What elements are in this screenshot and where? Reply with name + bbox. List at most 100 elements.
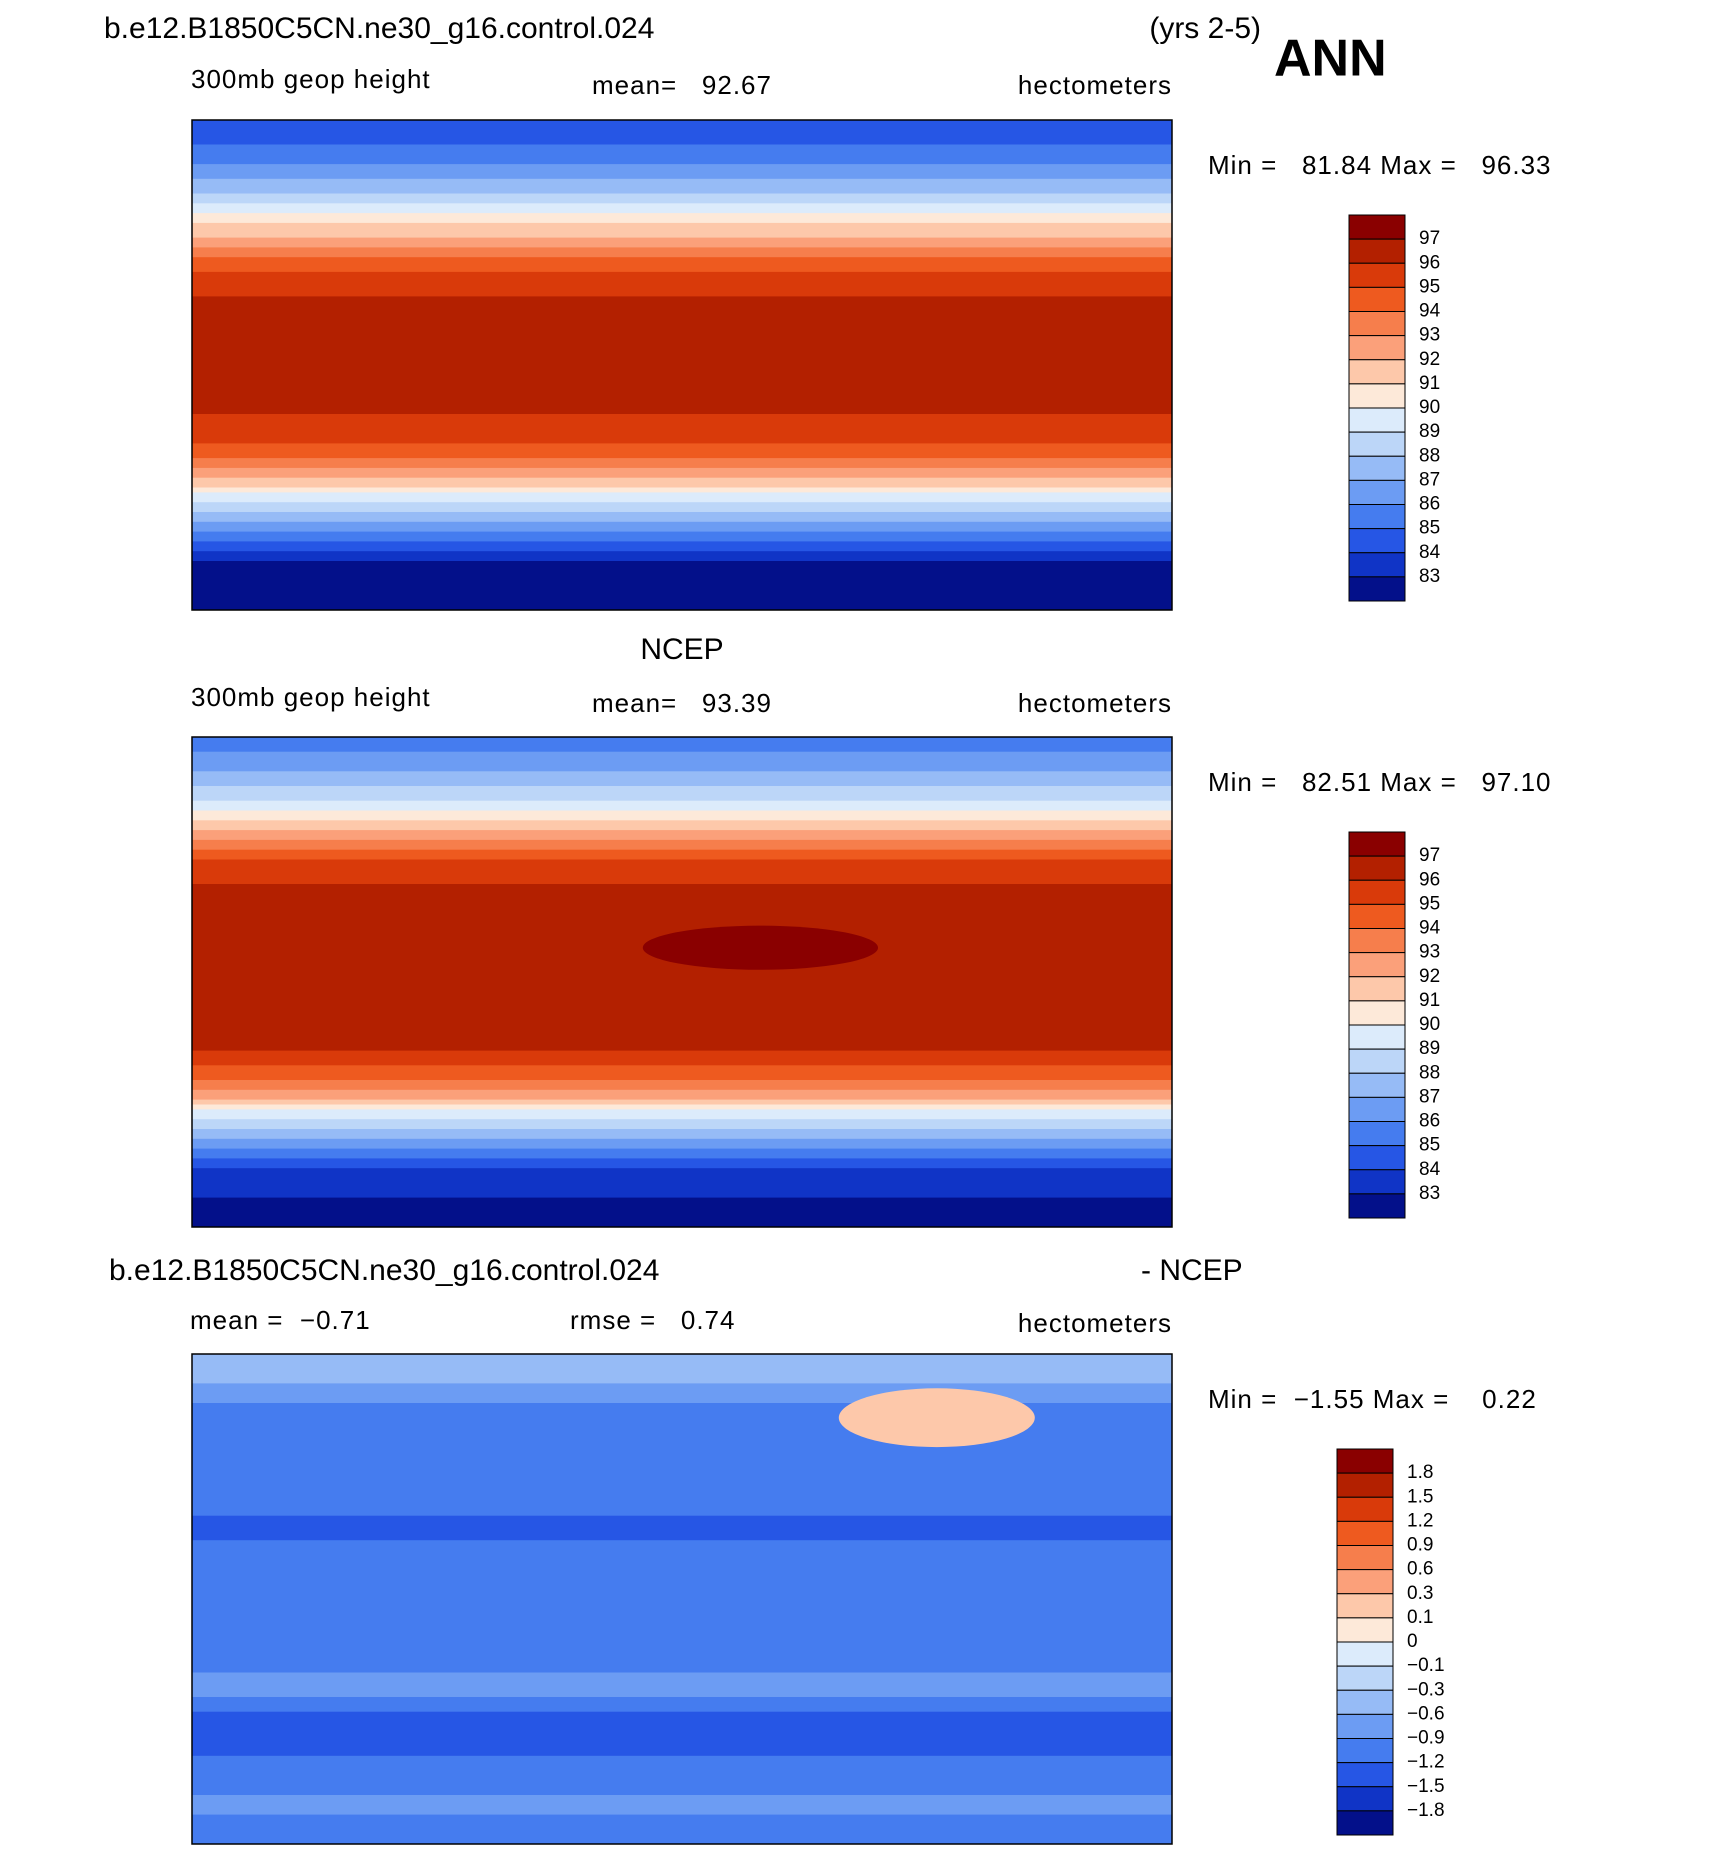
- colorbar-box: [1348, 238, 1406, 264]
- field-band: [192, 203, 1172, 214]
- field-band: [192, 820, 1172, 831]
- colorbar-label: 88: [1419, 1062, 1440, 1083]
- colorbar-label: −0.3: [1407, 1679, 1445, 1700]
- field-band: [192, 414, 1172, 444]
- years-label: (yrs 2-5): [1149, 12, 1261, 45]
- colorbar-box: [1348, 431, 1406, 457]
- colorbar-box: [1348, 504, 1406, 530]
- field-band: [192, 751, 1172, 772]
- field-band: [192, 1755, 1172, 1796]
- field-band: [192, 1104, 1172, 1110]
- field-band: [192, 1672, 1172, 1698]
- colorbar-label: 86: [1419, 494, 1440, 515]
- field-band: [192, 551, 1172, 562]
- field-band: [192, 859, 1172, 885]
- colorbar-label: 85: [1419, 518, 1440, 539]
- colorbar-label: 90: [1419, 1014, 1440, 1035]
- colorbar-label: −0.6: [1407, 1703, 1445, 1724]
- colorbar-box: [1348, 528, 1406, 554]
- colorbar-label: −1.5: [1407, 1776, 1445, 1797]
- colorbar-box: [1348, 903, 1406, 929]
- case-title: b.e12.B1850C5CN.ne30_g16.control.024: [104, 12, 654, 45]
- units-label: hectometers: [1018, 1308, 1172, 1338]
- map-frame: [191, 736, 1173, 1228]
- colorbar-box: [1336, 1810, 1394, 1836]
- field-band: [192, 1138, 1172, 1150]
- field-band: [192, 1711, 1172, 1757]
- field-band: [192, 487, 1172, 493]
- colorbar-box: [1336, 1545, 1394, 1571]
- colorbar-box: [1336, 1593, 1394, 1619]
- field-band: [192, 1099, 1172, 1105]
- colorbar-box: [1348, 1024, 1406, 1050]
- field-band: [192, 296, 1172, 415]
- field-band: [192, 1697, 1172, 1713]
- colorbar-box: [1336, 1689, 1394, 1715]
- colorbar-box: [1348, 976, 1406, 1002]
- colorbar-box: [1348, 359, 1406, 385]
- panel-title: b.e12.B1850C5CN.ne30_g16.control.024: [109, 1254, 659, 1287]
- colorbar-box: [1348, 1096, 1406, 1122]
- colorbar-box: [1348, 455, 1406, 481]
- field-band: [192, 786, 1172, 802]
- colorbar-box: [1336, 1472, 1394, 1498]
- field-band: [192, 1383, 1172, 1404]
- variable-label: 300mb geop height: [191, 64, 431, 94]
- colorbar-box: [1336, 1665, 1394, 1691]
- colorbar-box: [1348, 952, 1406, 978]
- colorbar-label: −0.9: [1407, 1728, 1445, 1749]
- colorbar-box: [1348, 1072, 1406, 1098]
- colorbar-box: [1348, 1145, 1406, 1171]
- field-band: [192, 237, 1172, 248]
- colorbar-label: 97: [1419, 228, 1440, 249]
- colorbar-label: 96: [1419, 252, 1440, 273]
- field-band: [192, 1814, 1172, 1845]
- field-band: [192, 884, 1172, 1052]
- colorbar-box: [1348, 262, 1406, 288]
- colorbar-label: 83: [1419, 566, 1440, 587]
- colorbar-label: 0: [1407, 1631, 1418, 1652]
- map-frame: [191, 1353, 1173, 1845]
- field-band: [192, 737, 1172, 753]
- variable-label: 300mb geop height: [191, 682, 431, 712]
- field-band: [192, 561, 1172, 611]
- field-band: [192, 271, 1172, 297]
- field-band: [192, 477, 1172, 488]
- field-band: [192, 771, 1172, 787]
- colorbar-box: [1348, 1000, 1406, 1026]
- colorbar-box: [1348, 407, 1406, 433]
- field-band: [192, 1197, 1172, 1228]
- colorbar-label: 87: [1419, 1086, 1440, 1107]
- colorbar-label: 94: [1419, 918, 1441, 939]
- colorbar-box: [1348, 1193, 1406, 1219]
- field-band: [192, 1168, 1172, 1199]
- colorbar-box: [1336, 1569, 1394, 1595]
- field-band: [192, 502, 1172, 513]
- field-band: [192, 1080, 1172, 1091]
- units-label: hectometers: [1018, 688, 1172, 718]
- field-band: [192, 1795, 1172, 1816]
- field-band: [192, 830, 1172, 841]
- colorbar-label: 83: [1419, 1183, 1440, 1204]
- field-band: [192, 1109, 1172, 1120]
- rmse-label: rmse = 0.74: [570, 1305, 735, 1335]
- field-band: [192, 178, 1172, 194]
- colorbar-box: [1336, 1713, 1394, 1739]
- colorbar-box: [1336, 1448, 1394, 1474]
- colorbar-label: 91: [1419, 990, 1440, 1011]
- colorbar-label: 89: [1419, 1038, 1440, 1059]
- field-band: [192, 1148, 1172, 1159]
- field-band: [192, 1354, 1172, 1384]
- colorbar-label: 0.9: [1407, 1535, 1433, 1556]
- colorbar-label: 0.3: [1407, 1583, 1433, 1604]
- min-max-label: Min = 81.84 Max = 96.33: [1208, 150, 1552, 180]
- colorbar-box: [1336, 1786, 1394, 1812]
- field-band: [192, 521, 1172, 533]
- field-band: [192, 443, 1172, 459]
- colorbar-label: 92: [1419, 349, 1440, 370]
- colorbar-label: 97: [1419, 845, 1440, 866]
- colorbar-label: 91: [1419, 373, 1440, 394]
- colorbar-label: 93: [1419, 942, 1440, 963]
- colorbar-box: [1348, 928, 1406, 954]
